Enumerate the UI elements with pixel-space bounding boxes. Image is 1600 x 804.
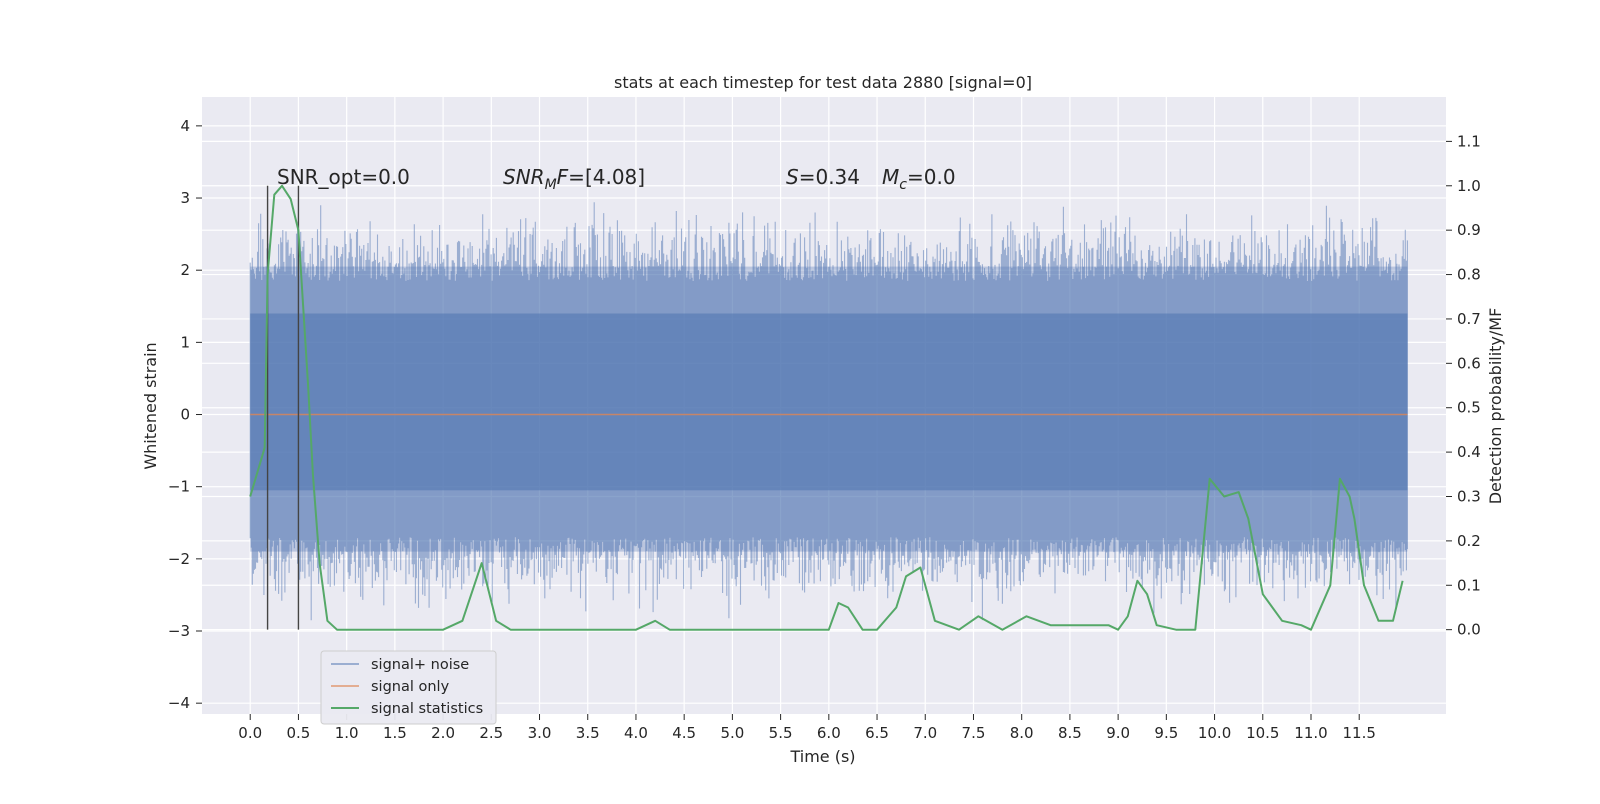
y-axis-ticks: 4 3 2 1 0 −1 −2 −3 −4 bbox=[168, 117, 202, 712]
s-stat-value: 0.34 bbox=[815, 165, 860, 189]
y2-tick-label: 0.0 bbox=[1457, 621, 1481, 639]
snr-mf-annotation: SNRMF=[4.08] bbox=[503, 165, 645, 193]
y-tick-label: 3 bbox=[180, 189, 190, 207]
x-tick-label: 0.0 bbox=[238, 724, 262, 742]
y-axis-label: Whitened strain bbox=[141, 342, 160, 469]
y2-tick-label: 0.3 bbox=[1457, 487, 1481, 505]
x-tick-label: 1.0 bbox=[335, 724, 359, 742]
y2-tick-label: 0.6 bbox=[1457, 354, 1481, 372]
snr-mf-value: [4.08] bbox=[585, 165, 645, 189]
y2-tick-label: 0.1 bbox=[1457, 576, 1481, 594]
y-tick-label: 0 bbox=[180, 406, 190, 424]
x-tick-label: 10.0 bbox=[1198, 724, 1231, 742]
x-tick-label: 7.5 bbox=[962, 724, 986, 742]
x-tick-label: 8.0 bbox=[1010, 724, 1034, 742]
x-tick-label: 9.5 bbox=[1154, 724, 1178, 742]
y2-tick-label: 0.2 bbox=[1457, 532, 1481, 550]
signal-statistics-line bbox=[249, 184, 1404, 631]
x-tick-label: 6.5 bbox=[865, 724, 889, 742]
y2-tick-label: 1.0 bbox=[1457, 177, 1481, 195]
legend-box bbox=[320, 650, 497, 725]
y-tick-label: 2 bbox=[180, 261, 190, 279]
x-tick-label: 8.5 bbox=[1058, 724, 1082, 742]
x-tick-label: 6.0 bbox=[817, 724, 841, 742]
chart-title: stats at each timestep for test data 288… bbox=[614, 73, 1032, 92]
y-tick-label: −2 bbox=[168, 550, 190, 568]
signal-statistics-series bbox=[249, 184, 1404, 631]
y-tick-label: 4 bbox=[180, 117, 190, 135]
y2-tick-label: 0.4 bbox=[1457, 443, 1481, 461]
y-tick-label: −1 bbox=[168, 478, 190, 496]
y2-axis-label: Detection probability/MF bbox=[1486, 308, 1505, 505]
x-axis-ticks: 0.0 0.5 1.0 1.5 2.0 2.5 3.0 3.5 4.0 4.5 5.0 5.5 6.0 6… bbox=[238, 714, 1376, 742]
signal-noise-series bbox=[249, 202, 1408, 621]
x-tick-label: 5.0 bbox=[720, 724, 744, 742]
x-tick-label: 11.5 bbox=[1343, 724, 1376, 742]
x-tick-label: 5.5 bbox=[769, 724, 793, 742]
snr-opt-annotation: SNR_opt=0.0 bbox=[277, 165, 410, 189]
x-tick-label: 2.0 bbox=[431, 724, 455, 742]
y2-tick-label: 1.1 bbox=[1457, 132, 1481, 150]
x-tick-label: 9.0 bbox=[1106, 724, 1130, 742]
legend: signal+ noise signal only signal statist… bbox=[320, 650, 497, 725]
vertical-markers bbox=[266, 185, 300, 630]
x-tick-label: 11.0 bbox=[1294, 724, 1327, 742]
y2-tick-label: 0.7 bbox=[1457, 310, 1481, 328]
x-tick-label: 4.0 bbox=[624, 724, 648, 742]
y2-tick-label: 0.8 bbox=[1457, 266, 1481, 284]
x-tick-label: 0.5 bbox=[287, 724, 311, 742]
x-tick-label: 7.0 bbox=[913, 724, 937, 742]
x-tick-label: 2.5 bbox=[479, 724, 503, 742]
y-tick-label: −3 bbox=[168, 622, 190, 640]
s-stat-annotation: S=0.34 bbox=[786, 165, 860, 189]
x-tick-label: 10.5 bbox=[1246, 724, 1279, 742]
legend-label-signal-statistics: signal statistics bbox=[371, 701, 483, 717]
mc-value: 0.0 bbox=[924, 165, 956, 189]
y2-tick-label: 0.9 bbox=[1457, 221, 1481, 239]
y2-tick-label: 0.5 bbox=[1457, 399, 1481, 417]
y-tick-label: 1 bbox=[180, 333, 190, 351]
x-tick-label: 1.5 bbox=[383, 724, 407, 742]
y2-axis-ticks: 1.1 1.0 0.9 0.8 0.7 0.6 0.5 0.4 0.3 0.2 0.1 0.0 bbox=[1446, 132, 1481, 639]
x-axis-label: Time (s) bbox=[789, 747, 855, 766]
legend-label-signal-only: signal only bbox=[371, 679, 450, 695]
y-tick-label: −4 bbox=[168, 694, 190, 712]
x-tick-label: 3.0 bbox=[528, 724, 552, 742]
mc-annotation: Mc=0.0 bbox=[882, 165, 956, 193]
x-tick-label: 4.5 bbox=[672, 724, 696, 742]
x-tick-label: 3.5 bbox=[576, 724, 600, 742]
legend-label-signal-noise: signal+ noise bbox=[371, 657, 469, 673]
